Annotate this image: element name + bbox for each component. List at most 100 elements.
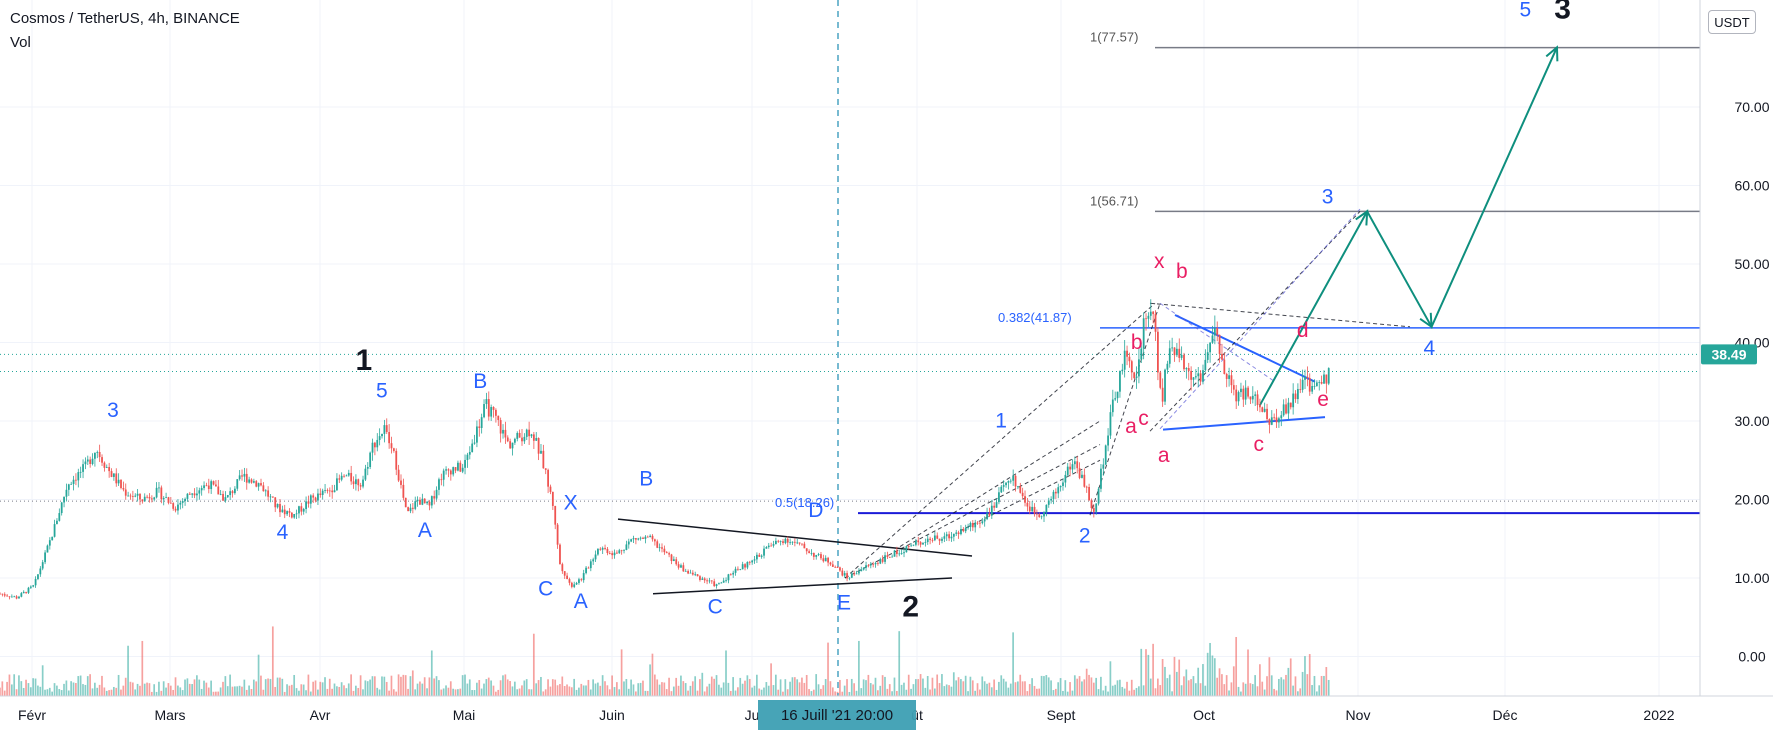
candle-body xyxy=(305,501,307,509)
candle-body xyxy=(936,535,939,539)
candle-body xyxy=(540,450,542,454)
volume-bar xyxy=(710,676,713,696)
candle-body xyxy=(568,579,571,583)
candle-body xyxy=(207,485,210,490)
volume-bar xyxy=(708,683,711,696)
candle-body xyxy=(56,520,58,525)
candle-body xyxy=(623,549,625,551)
candle-body xyxy=(336,478,338,491)
fib-level-label: 0.5(18.26) xyxy=(775,495,834,510)
candle-body xyxy=(585,567,587,574)
volume-bar xyxy=(651,653,654,696)
candle-body xyxy=(827,557,829,563)
volume-bar xyxy=(774,674,777,696)
volume-bars xyxy=(0,626,1330,696)
candle-body xyxy=(848,577,851,579)
volume-bar xyxy=(210,680,212,696)
wave-label: 1 xyxy=(355,344,372,377)
volume-bar xyxy=(236,686,239,696)
volume-bar xyxy=(703,691,706,696)
candle-body xyxy=(1095,503,1098,512)
candle-body xyxy=(243,473,246,477)
candle-body xyxy=(967,526,969,528)
candle-body xyxy=(551,491,554,506)
volume-bar xyxy=(160,690,163,696)
projection-arrow-path xyxy=(1258,46,1558,406)
volume-bar xyxy=(737,687,739,696)
candle-body xyxy=(639,537,642,539)
volume-bar xyxy=(649,664,651,696)
candle-body xyxy=(286,511,289,515)
candle-body xyxy=(51,536,54,541)
volume-bar xyxy=(1019,674,1022,696)
volume-bar xyxy=(1266,676,1268,696)
volume-bar xyxy=(516,689,519,696)
candle-body xyxy=(1073,461,1076,465)
volume-bar xyxy=(1043,676,1045,696)
volume-bar xyxy=(1138,686,1140,696)
volume-bar xyxy=(941,674,943,696)
candle-body xyxy=(18,596,20,599)
volume-bar xyxy=(428,677,431,696)
volume-bar xyxy=(1308,654,1311,696)
volume-bar xyxy=(445,685,447,696)
volume-bar xyxy=(995,689,998,696)
candle-body xyxy=(226,495,229,498)
volume-bar xyxy=(1263,689,1266,696)
candle-body xyxy=(793,541,796,543)
volume-bar xyxy=(798,682,801,696)
volume-bar xyxy=(229,674,231,696)
volume-bar xyxy=(392,689,395,696)
volume-bar xyxy=(141,640,144,696)
candle-body xyxy=(1296,389,1299,400)
candle-body xyxy=(483,404,485,418)
candle-body xyxy=(969,523,972,527)
volume-bar xyxy=(618,689,621,696)
candle-body xyxy=(888,556,891,558)
candle-body xyxy=(1266,408,1268,420)
volume-bar xyxy=(639,682,642,696)
candle-body xyxy=(1128,356,1131,362)
arrow-head-down xyxy=(1419,312,1433,329)
volume-bar xyxy=(312,681,315,696)
candle-body xyxy=(1090,500,1093,509)
volume-bar xyxy=(440,689,443,696)
candle-body xyxy=(290,512,293,518)
time-tick-label: Déc xyxy=(1493,707,1518,723)
wedge-line xyxy=(1174,314,1316,383)
candle-body xyxy=(1142,318,1145,349)
volume-bar xyxy=(39,686,42,696)
candle-body xyxy=(271,496,274,498)
candle-body xyxy=(739,569,742,571)
time-axis[interactable]: Févr Mars Avr Mai Juin Ju ût Sept Oct Nov Déc 2022 1… xyxy=(0,695,1773,730)
volume-bar xyxy=(169,685,172,696)
volume-bar xyxy=(359,675,362,696)
volume-bar xyxy=(523,680,526,696)
candle-body xyxy=(122,487,125,490)
dashed-channel-line xyxy=(899,420,1101,548)
volume-bar xyxy=(1206,652,1209,696)
volume-bar xyxy=(1066,691,1069,696)
volume-bar xyxy=(544,689,547,696)
currency-badge[interactable]: USDT xyxy=(1708,10,1756,34)
volume-bar xyxy=(613,687,616,696)
candle-body xyxy=(748,561,751,563)
candle-body xyxy=(561,564,564,572)
volume-bar xyxy=(1183,676,1185,696)
volume-bar xyxy=(459,688,462,696)
volume-bar xyxy=(355,685,357,696)
candle-body xyxy=(449,470,452,475)
candle-body xyxy=(1171,347,1174,349)
candlesticks xyxy=(0,299,1330,600)
candle-body xyxy=(392,448,395,451)
volume-bar xyxy=(307,674,310,696)
volume-bar xyxy=(257,654,260,696)
price-axis[interactable]: 0.0010.0020.0030.0040.0050.0060.0070.003… xyxy=(1699,0,1770,696)
volume-bar xyxy=(1078,676,1081,696)
candle-body xyxy=(1147,315,1150,319)
candle-body xyxy=(281,509,284,513)
volume-indicator-label[interactable]: Vol xyxy=(10,34,31,51)
candle-body xyxy=(981,521,984,524)
candle-body xyxy=(487,399,490,417)
